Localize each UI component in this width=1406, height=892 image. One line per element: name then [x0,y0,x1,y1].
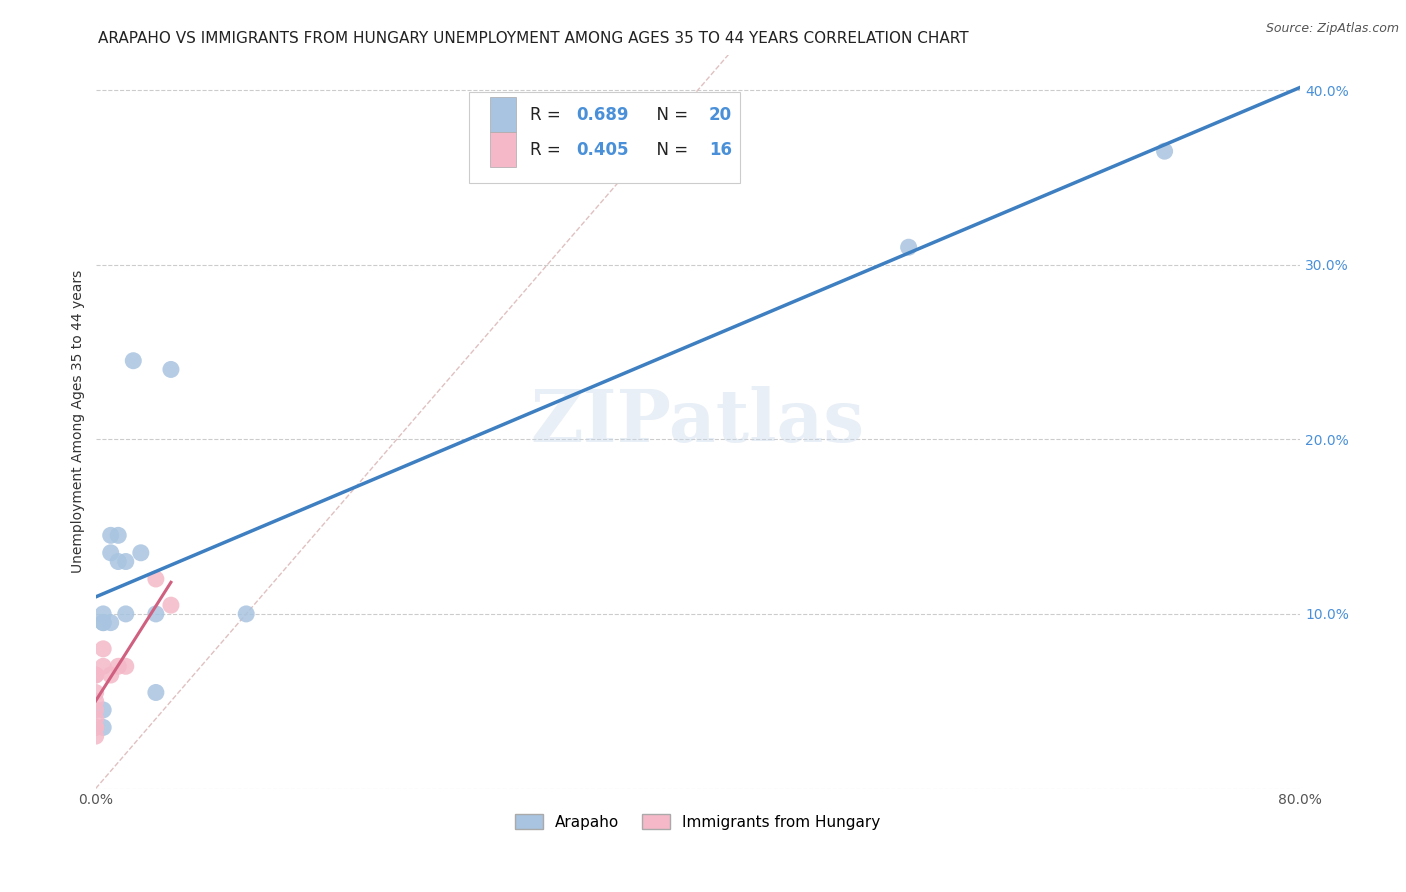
Point [91,703,114,717]
Point [100,615,122,630]
Point [114,555,136,569]
Point [91,720,114,734]
Point [1153,144,1175,158]
Point [91,659,114,673]
Point [114,659,136,673]
Point [84,712,107,726]
Text: 0.405: 0.405 [576,141,628,159]
Point [107,659,129,673]
Point [100,546,122,560]
Point [84,720,107,734]
Point [145,685,167,699]
Text: R =: R = [530,141,567,159]
Point [84,668,107,682]
Point [91,641,114,656]
Text: 20: 20 [709,105,733,124]
Point [897,240,920,254]
Point [100,528,122,542]
Point [145,572,167,586]
Text: N =: N = [647,105,693,124]
Text: R =: R = [530,105,567,124]
Y-axis label: Unemployment Among Ages 35 to 44 years: Unemployment Among Ages 35 to 44 years [72,270,86,574]
FancyBboxPatch shape [470,92,740,184]
Point [107,528,129,542]
Point [235,607,257,621]
Point [91,607,114,621]
Text: N =: N = [647,141,693,159]
Legend: Arapaho, Immigrants from Hungary: Arapaho, Immigrants from Hungary [509,807,886,836]
Point [160,362,183,376]
Text: ZIPatlas: ZIPatlas [531,386,865,458]
Point [84,694,107,708]
Point [84,703,107,717]
Point [107,555,129,569]
Point [84,668,107,682]
Text: ARAPAHO VS IMMIGRANTS FROM HUNGARY UNEMPLOYMENT AMONG AGES 35 TO 44 YEARS CORREL: ARAPAHO VS IMMIGRANTS FROM HUNGARY UNEMP… [98,31,969,46]
Point [84,720,107,734]
Point [160,598,183,612]
Text: 0.689: 0.689 [576,105,628,124]
Point [100,668,122,682]
Text: 16: 16 [709,141,731,159]
Point [129,546,152,560]
Point [114,607,136,621]
Point [84,685,107,699]
Text: Source: ZipAtlas.com: Source: ZipAtlas.com [1265,22,1399,36]
Point [145,607,167,621]
Point [91,615,114,630]
Point [84,729,107,743]
Point [91,615,114,630]
FancyBboxPatch shape [489,97,516,132]
Point [122,353,145,368]
FancyBboxPatch shape [489,132,516,168]
